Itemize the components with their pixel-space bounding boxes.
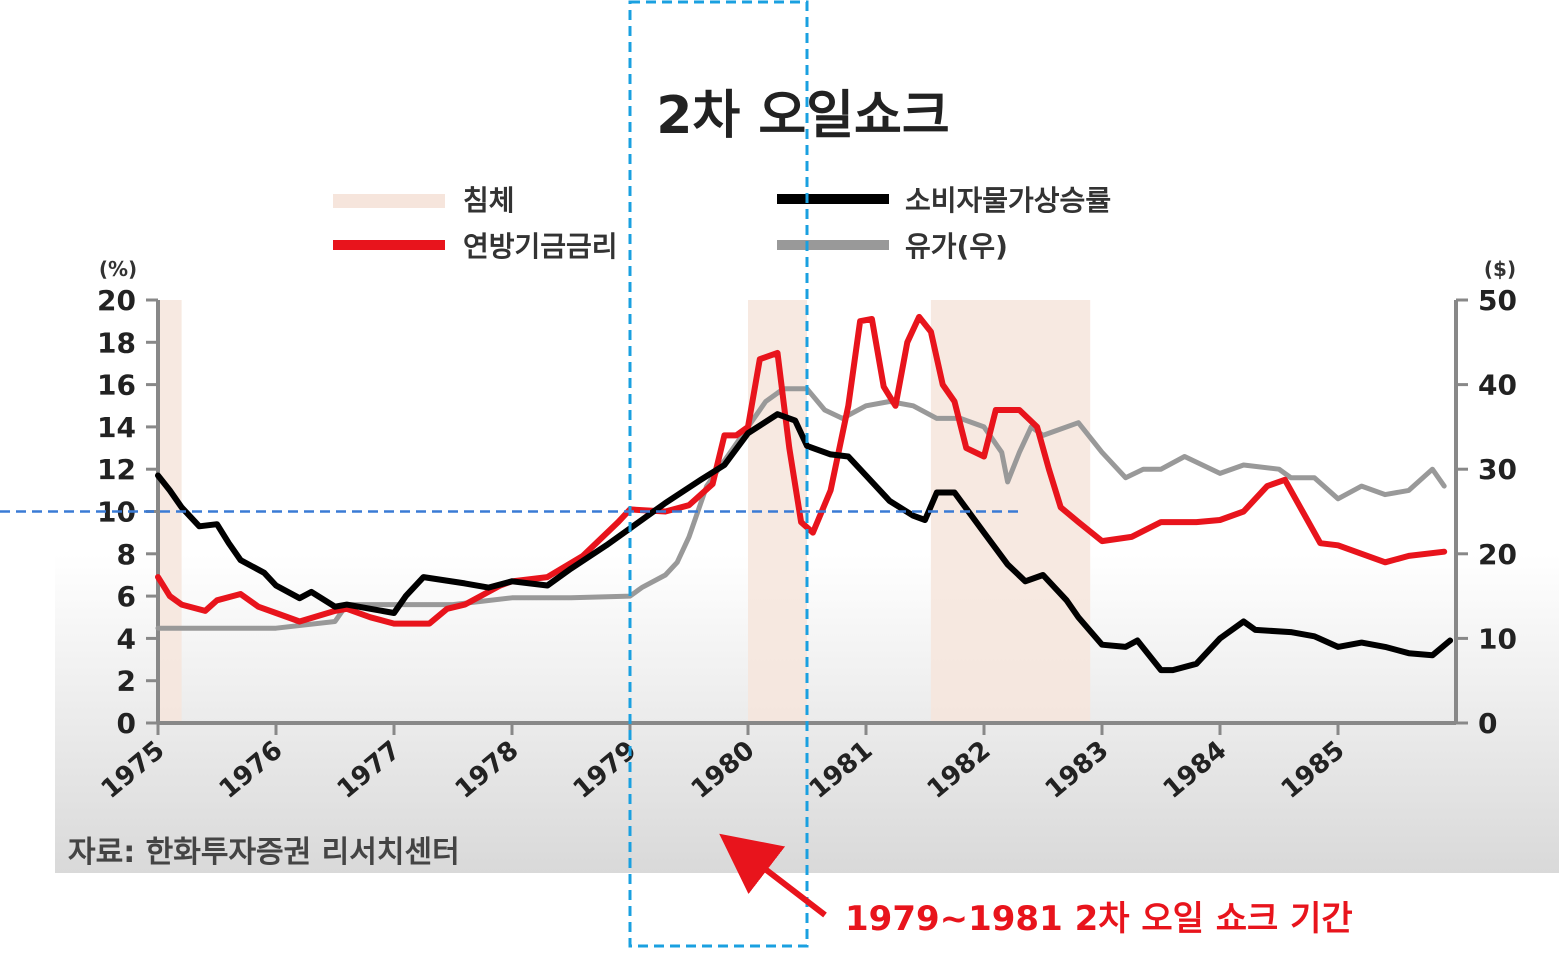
left-tick-label-16: 16 xyxy=(97,369,136,402)
right-tick-label-50: 50 xyxy=(1478,284,1517,317)
legend-swatch-recession xyxy=(333,194,445,208)
source-note: 자료: 한화투자증권 리서치센터 xyxy=(68,835,460,870)
annotation-arrow xyxy=(719,833,827,918)
left-tick-label-18: 18 xyxy=(97,326,136,359)
legend-swatch-fed-rate xyxy=(333,240,445,250)
left-tick-label-12: 12 xyxy=(97,453,136,486)
right-tick-label-10: 10 xyxy=(1478,622,1517,655)
annotation-label: 1979~1981 2차 오일 쇼크 기간 xyxy=(845,899,1353,939)
right-tick-label-30: 30 xyxy=(1478,453,1517,486)
chart-title: 2차 오일쇼크 xyxy=(656,86,950,146)
left-tick-label-4: 4 xyxy=(117,622,136,655)
left-tick-label-6: 6 xyxy=(117,580,136,613)
left-axis-unit: (%) xyxy=(99,257,137,281)
legend-label-fed-rate: 연방기금금리 xyxy=(463,230,618,263)
legend-swatch-oil xyxy=(777,240,889,250)
left-tick-label-20: 20 xyxy=(97,284,136,317)
series-line-2 xyxy=(155,411,1454,674)
right-tick-label-0: 0 xyxy=(1478,707,1497,740)
right-axis-unit: ($) xyxy=(1484,257,1516,281)
oil-shock-period-box xyxy=(628,0,809,948)
series-line-0 xyxy=(155,386,1447,631)
legend-label-cpi: 소비자물가상승률 xyxy=(905,184,1111,217)
legend-swatch-cpi xyxy=(777,194,889,204)
legend: 침체 소비자물가상승률 연방기금금리 유가(우) xyxy=(333,184,1111,263)
left-tick-label-14: 14 xyxy=(97,411,136,444)
left-tick-label-8: 8 xyxy=(117,538,136,571)
left-tick-label-2: 2 xyxy=(117,665,136,698)
series-lines xyxy=(155,313,1454,674)
annotations xyxy=(0,0,1018,948)
right-tick-label-20: 20 xyxy=(1478,538,1517,571)
legend-label-recession: 침체 xyxy=(463,184,515,217)
left-tick-label-0: 0 xyxy=(117,707,136,740)
right-tick-label-40: 40 xyxy=(1478,369,1517,402)
legend-label-oil: 유가(우) xyxy=(905,230,1008,263)
series-line-1 xyxy=(155,313,1448,627)
